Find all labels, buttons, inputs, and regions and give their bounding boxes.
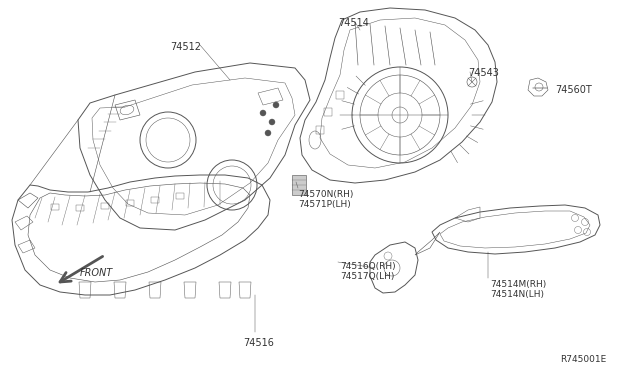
Text: 74516Q(RH): 74516Q(RH) xyxy=(340,262,396,271)
Text: 74514N(LH): 74514N(LH) xyxy=(490,290,544,299)
Text: R745001E: R745001E xyxy=(560,355,606,364)
Text: 74543: 74543 xyxy=(468,68,499,78)
Circle shape xyxy=(265,130,271,136)
Text: 74560T: 74560T xyxy=(555,85,592,95)
Text: 74516: 74516 xyxy=(243,338,274,348)
Polygon shape xyxy=(292,175,306,195)
Text: 74571P(LH): 74571P(LH) xyxy=(298,200,351,209)
Circle shape xyxy=(260,110,266,116)
Text: 74514: 74514 xyxy=(338,18,369,28)
Circle shape xyxy=(273,102,279,108)
Text: 74514M(RH): 74514M(RH) xyxy=(490,280,547,289)
Text: 74517Q(LH): 74517Q(LH) xyxy=(340,272,394,281)
Circle shape xyxy=(269,119,275,125)
Text: 74570N(RH): 74570N(RH) xyxy=(298,190,353,199)
Text: FRONT: FRONT xyxy=(80,268,113,278)
Text: 74512: 74512 xyxy=(170,42,201,52)
